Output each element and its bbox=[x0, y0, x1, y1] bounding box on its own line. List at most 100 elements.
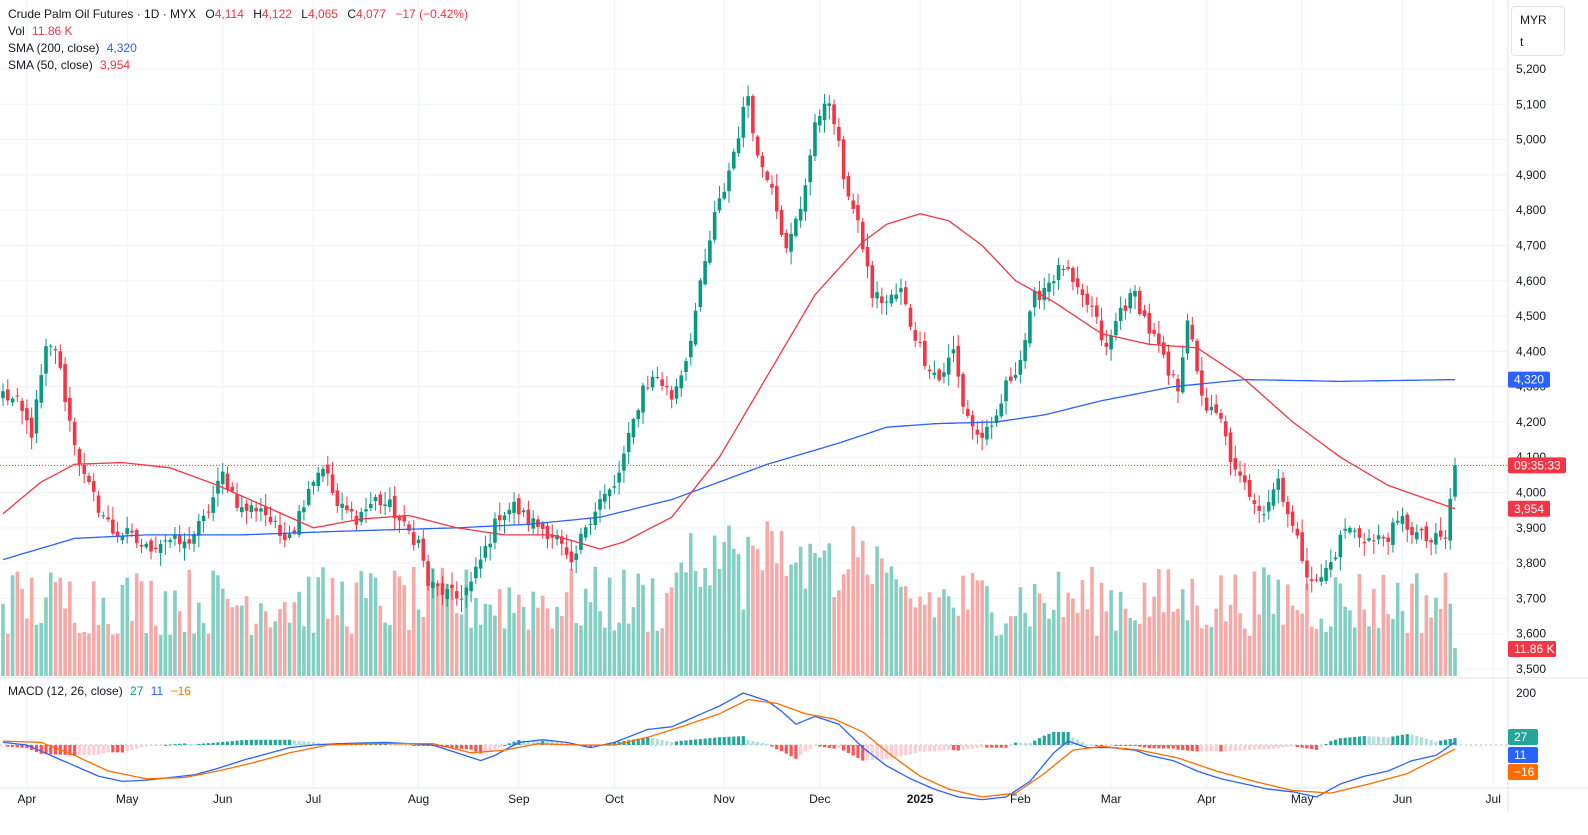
macd-histogram-bar bbox=[1162, 745, 1166, 749]
candle-body bbox=[283, 533, 287, 541]
volume-bar bbox=[626, 623, 631, 676]
symbol-title[interactable]: Crude Palm Oil Futures · 1D · MYX bbox=[8, 7, 197, 21]
volume-bar bbox=[899, 586, 903, 676]
candle-body bbox=[1238, 471, 1242, 476]
macd-histogram-bar bbox=[1276, 745, 1280, 749]
candle-body bbox=[58, 351, 63, 368]
candle-body bbox=[1185, 320, 1190, 354]
macd-histogram-bar bbox=[827, 745, 831, 748]
volume-bar bbox=[139, 581, 144, 676]
volume-bar bbox=[817, 557, 822, 676]
currency-unit-selector[interactable]: MYR t bbox=[1511, 6, 1565, 56]
candle-body bbox=[493, 518, 497, 543]
candle-body bbox=[1324, 568, 1328, 581]
volume-bar bbox=[665, 593, 669, 676]
currency-label: MYR bbox=[1520, 13, 1547, 27]
macd-histogram-bar bbox=[779, 745, 784, 752]
volume-bar bbox=[794, 562, 798, 676]
candle-body bbox=[206, 511, 211, 513]
macd-histogram-bar bbox=[760, 742, 765, 745]
candle-body bbox=[10, 398, 15, 403]
candle-body bbox=[1204, 397, 1209, 411]
sma50-legend[interactable]: SMA (50, close) 3,954 bbox=[8, 57, 130, 74]
volume-bar bbox=[746, 536, 750, 676]
macd-histogram-bar bbox=[837, 745, 841, 749]
volume-bar bbox=[822, 550, 827, 676]
volume-bar bbox=[10, 575, 15, 676]
candle-body bbox=[82, 464, 86, 474]
macd-histogram-bar bbox=[101, 745, 105, 754]
candle-body bbox=[650, 376, 655, 388]
volume-bar bbox=[1142, 582, 1147, 676]
volume-bar bbox=[68, 581, 72, 676]
candle-body bbox=[397, 516, 402, 521]
volume-bar bbox=[292, 602, 297, 676]
macd-histogram-bar bbox=[1248, 745, 1252, 750]
volume-bar bbox=[1252, 571, 1257, 676]
macd-histogram-bar bbox=[1310, 745, 1314, 750]
candle-body bbox=[1290, 511, 1295, 526]
volume-bar bbox=[918, 596, 922, 676]
volume-bar bbox=[454, 613, 459, 676]
volume-legend[interactable]: Vol 11.86 K bbox=[8, 23, 73, 40]
macd-histogram-bar bbox=[674, 741, 679, 745]
candle-body bbox=[598, 499, 602, 510]
volume-bar bbox=[531, 591, 535, 676]
candle-body bbox=[1018, 359, 1023, 375]
sma200-legend[interactable]: SMA (200, close) 4,320 bbox=[8, 40, 137, 57]
candle-body bbox=[841, 139, 846, 180]
volume-bar bbox=[956, 615, 961, 676]
volume-bar bbox=[1419, 633, 1424, 676]
candle-body bbox=[435, 583, 440, 587]
volume-bar bbox=[1266, 575, 1271, 676]
candle-body bbox=[1147, 312, 1152, 334]
macd-histogram-bar bbox=[722, 736, 726, 745]
candle-body bbox=[302, 507, 306, 513]
volume-bar bbox=[1343, 606, 1347, 676]
macd-histogram-bar bbox=[416, 745, 421, 746]
volume-bar bbox=[837, 590, 841, 676]
candle-body bbox=[1137, 290, 1142, 315]
candle-body bbox=[115, 531, 120, 537]
candle-body bbox=[1075, 278, 1080, 288]
macd-histogram-bar bbox=[1095, 745, 1099, 746]
volume-bar bbox=[58, 577, 63, 676]
candle-body bbox=[1123, 305, 1128, 311]
volume-bar bbox=[216, 575, 220, 676]
sma50-line bbox=[2, 213, 1456, 550]
macd-histogram-bar bbox=[1138, 745, 1142, 747]
volume-bar bbox=[598, 611, 602, 676]
macd-histogram-bar bbox=[211, 742, 215, 745]
candle-body bbox=[966, 408, 970, 416]
macd-histogram-bar bbox=[550, 741, 554, 745]
macd-legend[interactable]: MACD (12, 26, close) 27 11 −16 bbox=[8, 684, 191, 698]
volume-bar bbox=[378, 605, 383, 676]
high-value: 4,122 bbox=[261, 7, 292, 21]
macd-histogram-bar bbox=[197, 743, 201, 745]
candle-body bbox=[736, 138, 741, 154]
sma200-value: 4,320 bbox=[106, 41, 137, 55]
candle-body bbox=[263, 506, 268, 516]
macd-histogram-bar bbox=[803, 745, 808, 752]
macd-histogram-bar bbox=[1257, 745, 1261, 750]
macd-histogram-bar bbox=[751, 740, 755, 745]
time-tick-label: Oct bbox=[605, 792, 624, 806]
macd-histogram-bar bbox=[254, 739, 258, 745]
macd-histogram-bar bbox=[1357, 736, 1362, 745]
macd-histogram-bar bbox=[880, 745, 884, 760]
macd-histogram-bar bbox=[163, 744, 167, 746]
candle-body bbox=[497, 515, 502, 521]
volume-bar bbox=[703, 567, 707, 676]
macd-histogram-bar bbox=[507, 743, 511, 745]
macd-histogram-bar bbox=[178, 743, 182, 745]
price-tick-label: 3,900 bbox=[1516, 521, 1546, 535]
candle-body bbox=[923, 340, 927, 366]
macd-histogram-bar bbox=[822, 745, 827, 748]
volume-bar bbox=[579, 625, 583, 676]
macd-histogram-bar bbox=[168, 744, 172, 746]
time-tick-label: Jul bbox=[1486, 792, 1501, 806]
candle-body bbox=[407, 524, 411, 531]
macd-histogram-bar bbox=[397, 744, 402, 746]
volume-bar bbox=[808, 543, 812, 676]
